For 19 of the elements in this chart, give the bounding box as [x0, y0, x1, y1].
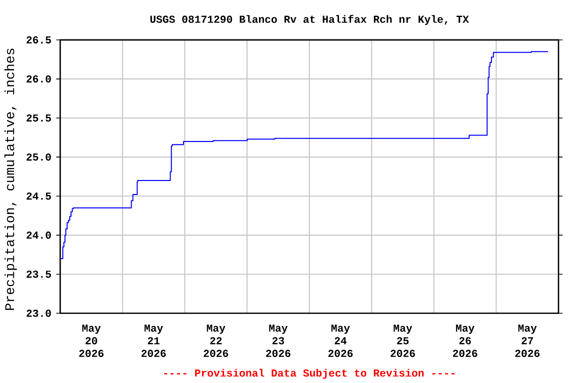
- x-tick-label: May 20 2026: [79, 324, 104, 357]
- y-tick-label: 23.0: [26, 310, 51, 317]
- x-tick-label: May 25 2026: [390, 324, 415, 357]
- y-tick-label: 23.5: [26, 270, 51, 278]
- x-tick-label: May 22 2026: [204, 324, 228, 357]
- x-tick-label: May 24 2026: [328, 324, 353, 357]
- x-tick-label: May 21 2026: [142, 324, 166, 357]
- text: ---- Provisional Data Subject to Revision ----: [164, 368, 454, 379]
- y-tick-label: 25.0: [26, 153, 51, 161]
- y-tick-label: 26.0: [26, 75, 51, 82]
- x-tick-label: May 26 2026: [452, 324, 478, 357]
- chart-title: USGS 08171290 Blanco Rv at Halifax Rch nr Kyle, TX: [150, 14, 469, 25]
- x-tick-label: May 23 2026: [266, 324, 290, 357]
- x-tick-label: May 27 2026: [515, 324, 540, 357]
- y-axis-title: Precipitation, cumulative, inches: [4, 48, 17, 310]
- y-tick-label: 26.5: [26, 36, 51, 44]
- y-tick-label: 24.5: [26, 192, 51, 200]
- y-tick-label: 25.5: [26, 114, 51, 122]
- y-tick-label: 24.0: [26, 231, 51, 239]
